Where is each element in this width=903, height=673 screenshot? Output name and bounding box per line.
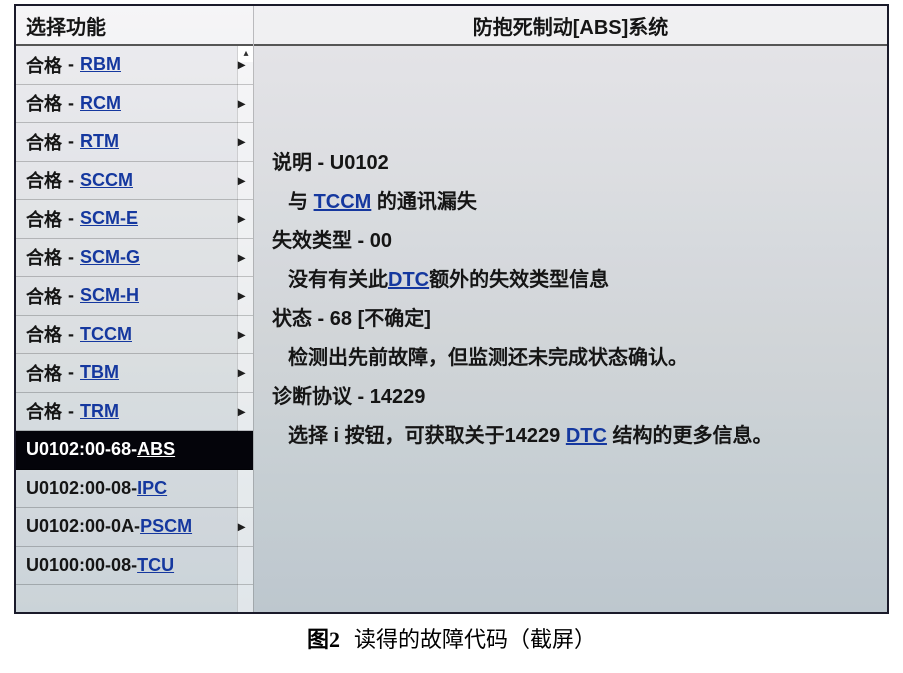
module-status: 合格 xyxy=(26,90,62,116)
chevron-right-icon: ▸ xyxy=(232,133,245,150)
diagnostic-screen: 选择功能 ▴ 合格 - RBM▸合格 - RCM▸合格 - RTM▸合格 - S… xyxy=(16,6,887,612)
chevron-right-icon: ▸ xyxy=(232,364,245,381)
screenshot-frame: 选择功能 ▴ 合格 - RBM▸合格 - RCM▸合格 - RTM▸合格 - S… xyxy=(14,4,889,614)
module-status: 合格 xyxy=(26,398,62,424)
module-status: 合格 xyxy=(26,283,62,309)
separator: - xyxy=(68,170,74,191)
module-link[interactable]: RBM xyxy=(80,54,121,75)
module-status: U0102:00-08- xyxy=(26,478,137,499)
module-status: 合格 xyxy=(26,321,62,347)
separator: - xyxy=(68,208,74,229)
module-link[interactable]: TCU xyxy=(137,555,174,576)
fail-pre: 没有有关此 xyxy=(288,269,388,291)
proto-post: 结构的更多信息。 xyxy=(607,425,773,447)
fail-line: 没有有关此DTC额外的失效类型信息 xyxy=(272,261,867,300)
sidebar-header: 选择功能 xyxy=(16,6,253,46)
module-link[interactable]: SCM-E xyxy=(80,208,138,229)
dtc-link-2[interactable]: DTC xyxy=(566,425,607,447)
desc-pre: 与 xyxy=(288,191,314,213)
module-link[interactable]: SCCM xyxy=(80,170,133,191)
sidebar-item-rtm[interactable]: 合格 - RTM ▸ xyxy=(16,123,253,162)
chevron-right-icon: ▸ xyxy=(232,287,245,304)
module-status: 合格 xyxy=(26,52,62,78)
sidebar-item-tccm[interactable]: 合格 - TCCM ▸ xyxy=(16,316,253,355)
chevron-right-icon: ▸ xyxy=(232,172,245,189)
separator: - xyxy=(68,93,74,114)
sidebar-item-trm[interactable]: 合格 - TRM ▸ xyxy=(16,393,253,432)
module-link[interactable]: RTM xyxy=(80,131,119,152)
separator: - xyxy=(68,54,74,75)
module-status: 合格 xyxy=(26,129,62,155)
chevron-right-icon: ▸ xyxy=(232,326,245,343)
fail-post: 额外的失效类型信息 xyxy=(429,269,609,291)
status-label: 状态 - 68 [不确定] xyxy=(272,300,867,339)
dtc-link-1[interactable]: DTC xyxy=(388,269,429,291)
module-status: 合格 xyxy=(26,360,62,386)
desc-line: 与 TCCM 的通讯漏失 xyxy=(272,183,867,222)
sidebar-item-tbm[interactable]: 合格 - TBM ▸ xyxy=(16,354,253,393)
desc-post: 的通讯漏失 xyxy=(371,191,477,213)
sidebar-item-ipc[interactable]: U0102:00-08- IPC xyxy=(16,470,253,509)
module-link[interactable]: SCM-H xyxy=(80,285,139,306)
module-status: 合格 xyxy=(26,244,62,270)
module-status: U0102:00-0A- xyxy=(26,516,140,537)
module-link[interactable]: TBM xyxy=(80,362,119,383)
proto-pre: 选择 i 按钮，可获取关于14229 xyxy=(288,425,566,447)
sidebar-list: ▴ 合格 - RBM▸合格 - RCM▸合格 - RTM▸合格 - SCCM▸合… xyxy=(16,46,253,612)
module-link[interactable]: TCCM xyxy=(80,324,132,345)
module-status: 合格 xyxy=(26,167,62,193)
sidebar-item-sccm[interactable]: 合格 - SCCM ▸ xyxy=(16,162,253,201)
chevron-right-icon: ▸ xyxy=(232,56,245,73)
sidebar-item-scm-h[interactable]: 合格 - SCM-H ▸ xyxy=(16,277,253,316)
separator: - xyxy=(68,131,74,152)
sidebar: 选择功能 ▴ 合格 - RBM▸合格 - RCM▸合格 - RTM▸合格 - S… xyxy=(16,6,254,612)
figure-label: 图2 xyxy=(307,627,340,652)
separator: - xyxy=(68,362,74,383)
chevron-right-icon: ▸ xyxy=(232,249,245,266)
chevron-right-icon: ▸ xyxy=(232,95,245,112)
status-line: 检测出先前故障，但监测还未完成状态确认。 xyxy=(272,339,867,378)
main-panel: 防抱死制动[ABS]系统 说明 - U0102 与 TCCM 的通讯漏失 失效类… xyxy=(254,6,887,612)
proto-label: 诊断协议 - 14229 xyxy=(272,378,867,417)
fail-type-label: 失效类型 - 00 xyxy=(272,222,867,261)
sidebar-item-rbm[interactable]: 合格 - RBM ▸ xyxy=(16,46,253,85)
sidebar-item-scm-g[interactable]: 合格 - SCM-G ▸ xyxy=(16,239,253,278)
module-link[interactable]: TRM xyxy=(80,401,119,422)
separator: - xyxy=(68,324,74,345)
sidebar-item-pscm[interactable]: U0102:00-0A- PSCM ▸ xyxy=(16,508,253,547)
module-status: U0100:00-08- xyxy=(26,555,137,576)
module-status: U0102:00-68- xyxy=(26,439,137,460)
figure-text: 读得的故障代码（截屏） xyxy=(354,627,596,652)
chevron-right-icon: ▸ xyxy=(232,403,245,420)
sidebar-item-abs[interactable]: U0102:00-68- ABS xyxy=(16,431,253,470)
module-link[interactable]: SCM-G xyxy=(80,247,140,268)
sidebar-item-tcu[interactable]: U0100:00-08- TCU xyxy=(16,547,253,586)
separator: - xyxy=(68,247,74,268)
module-link[interactable]: RCM xyxy=(80,93,121,114)
sidebar-item-rcm[interactable]: 合格 - RCM ▸ xyxy=(16,85,253,124)
module-link[interactable]: PSCM xyxy=(140,516,192,537)
figure-caption: 图2 读得的故障代码（截屏） xyxy=(14,622,889,654)
main-header: 防抱死制动[ABS]系统 xyxy=(254,6,887,46)
tccm-link[interactable]: TCCM xyxy=(314,191,372,213)
module-link[interactable]: IPC xyxy=(137,478,167,499)
desc-label: 说明 - U0102 xyxy=(272,144,867,183)
chevron-right-icon: ▸ xyxy=(232,210,245,227)
sidebar-item-scm-e[interactable]: 合格 - SCM-E ▸ xyxy=(16,200,253,239)
dtc-detail: 说明 - U0102 与 TCCM 的通讯漏失 失效类型 - 00 没有有关此D… xyxy=(254,46,887,612)
module-link[interactable]: ABS xyxy=(137,439,175,460)
separator: - xyxy=(68,285,74,306)
proto-line: 选择 i 按钮，可获取关于14229 DTC 结构的更多信息。 xyxy=(272,417,867,456)
separator: - xyxy=(68,401,74,422)
chevron-right-icon: ▸ xyxy=(232,518,245,535)
module-status: 合格 xyxy=(26,206,62,232)
